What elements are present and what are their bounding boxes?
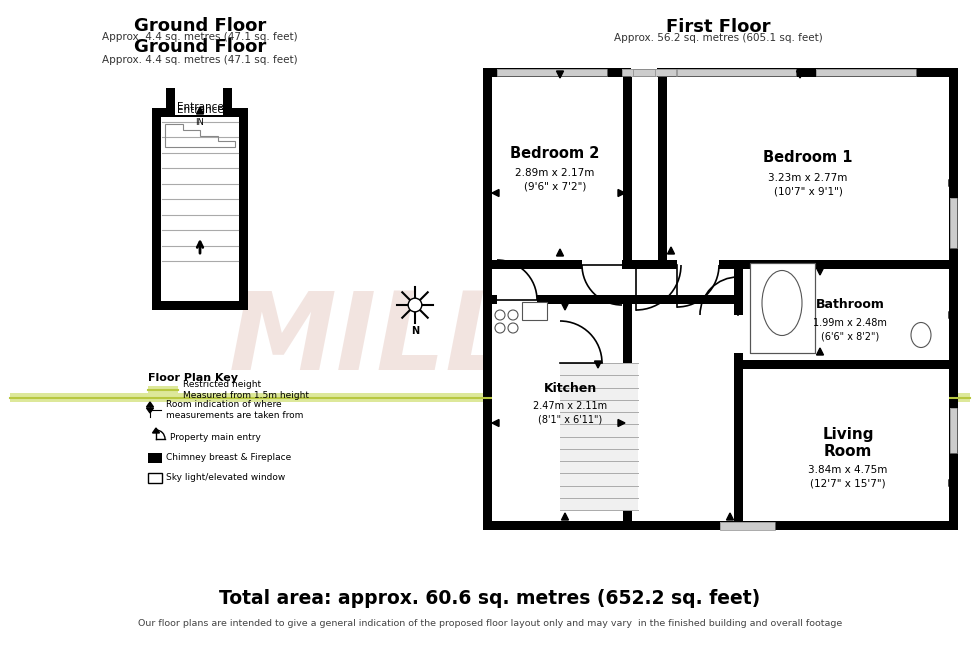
Bar xyxy=(676,69,796,76)
Text: Ground Floor: Ground Floor xyxy=(134,17,267,35)
Text: Approx. 4.4 sq. metres (47.1 sq. feet): Approx. 4.4 sq. metres (47.1 sq. feet) xyxy=(102,32,298,42)
Bar xyxy=(483,68,958,530)
Bar xyxy=(148,453,162,463)
Text: Total area: approx. 60.6 sq. metres (652.2 sq. feet): Total area: approx. 60.6 sq. metres (652… xyxy=(220,588,760,607)
Bar xyxy=(492,260,627,269)
Polygon shape xyxy=(949,180,956,187)
Bar xyxy=(175,97,223,115)
Bar xyxy=(166,88,232,115)
Bar xyxy=(734,315,744,353)
Text: Living
Room: Living Room xyxy=(822,427,874,459)
Text: Entrance: Entrance xyxy=(176,105,223,115)
Bar xyxy=(492,77,949,521)
Polygon shape xyxy=(797,71,804,78)
Bar xyxy=(175,88,223,97)
Text: IN: IN xyxy=(196,118,205,127)
Bar xyxy=(950,198,957,248)
Bar xyxy=(750,263,815,353)
Text: Bedroom 1: Bedroom 1 xyxy=(763,150,853,165)
Bar xyxy=(750,263,815,353)
Bar xyxy=(161,117,239,301)
Bar xyxy=(623,77,632,265)
Polygon shape xyxy=(562,303,568,310)
Polygon shape xyxy=(557,71,564,78)
Polygon shape xyxy=(726,513,733,520)
Polygon shape xyxy=(816,268,823,275)
Bar xyxy=(633,69,655,76)
Bar xyxy=(497,69,607,76)
Bar xyxy=(734,265,743,521)
Text: Ground Floor: Ground Floor xyxy=(134,38,267,56)
Polygon shape xyxy=(618,419,625,426)
Bar xyxy=(148,473,162,483)
Text: Bedroom 2: Bedroom 2 xyxy=(511,146,600,161)
Text: 3.23m x 2.77m
(10'7" x 9'1"): 3.23m x 2.77m (10'7" x 9'1") xyxy=(768,173,848,196)
Bar xyxy=(560,363,638,510)
Text: Approx. 4.4 sq. metres (47.1 sq. feet): Approx. 4.4 sq. metres (47.1 sq. feet) xyxy=(102,55,298,65)
Text: N: N xyxy=(411,326,419,336)
Polygon shape xyxy=(618,189,625,197)
Bar xyxy=(633,69,655,76)
Bar xyxy=(166,88,232,97)
Text: Restricted height
Measured from 1.5m height: Restricted height Measured from 1.5m hei… xyxy=(183,380,309,400)
Circle shape xyxy=(408,298,421,312)
Text: Property main entry: Property main entry xyxy=(170,432,261,441)
Text: Sky light/elevated window: Sky light/elevated window xyxy=(166,473,285,483)
Bar xyxy=(950,408,957,453)
Bar xyxy=(816,69,916,76)
Bar xyxy=(950,198,957,248)
Bar xyxy=(738,360,949,369)
Bar xyxy=(152,108,248,310)
Text: 3.84m x 4.75m
(12'7" x 15'7"): 3.84m x 4.75m (12'7" x 15'7") xyxy=(808,465,888,488)
Polygon shape xyxy=(492,189,499,197)
Text: Kitchen: Kitchen xyxy=(543,381,597,394)
Text: Bathroom: Bathroom xyxy=(815,298,884,311)
Bar xyxy=(816,69,916,76)
Polygon shape xyxy=(153,428,160,433)
Text: Chimney breast & Fireplace: Chimney breast & Fireplace xyxy=(166,453,291,462)
Bar xyxy=(622,69,677,76)
Bar xyxy=(497,294,537,304)
Bar xyxy=(631,67,657,77)
Bar xyxy=(492,295,738,304)
Text: Approx. 56.2 sq. metres (605.1 sq. feet): Approx. 56.2 sq. metres (605.1 sq. feet) xyxy=(613,33,822,43)
Bar xyxy=(10,393,970,402)
Bar xyxy=(522,302,547,320)
Text: Entrance: Entrance xyxy=(176,102,223,112)
Bar xyxy=(497,69,607,76)
Polygon shape xyxy=(562,513,568,520)
Polygon shape xyxy=(146,408,154,413)
Bar xyxy=(622,69,677,76)
Bar xyxy=(148,386,178,394)
Bar xyxy=(623,300,632,521)
Polygon shape xyxy=(146,402,154,407)
Polygon shape xyxy=(667,247,674,254)
Bar xyxy=(676,69,796,76)
Text: 1.99m x 2.48m
(6'6" x 8'2"): 1.99m x 2.48m (6'6" x 8'2") xyxy=(813,318,887,342)
Text: 2.47m x 2.11m
(8'1" x 6'11"): 2.47m x 2.11m (8'1" x 6'11") xyxy=(533,401,607,424)
Polygon shape xyxy=(595,361,602,368)
Bar xyxy=(950,408,957,453)
Text: 2.89m x 2.17m
(9'6" x 7'2"): 2.89m x 2.17m (9'6" x 7'2") xyxy=(515,168,595,191)
Polygon shape xyxy=(557,249,564,256)
Bar xyxy=(658,77,667,265)
Polygon shape xyxy=(197,107,204,114)
Polygon shape xyxy=(949,479,956,486)
Bar xyxy=(720,522,775,530)
Bar xyxy=(677,259,719,269)
Polygon shape xyxy=(949,311,956,319)
Polygon shape xyxy=(816,348,823,355)
Bar xyxy=(627,260,662,269)
Ellipse shape xyxy=(911,323,931,347)
Polygon shape xyxy=(492,419,499,426)
Text: Room indication of where
measurements are taken from: Room indication of where measurements ar… xyxy=(166,400,304,420)
Text: First Floor: First Floor xyxy=(665,18,770,36)
Text: Our floor plans are intended to give a general indication of the proposed floor : Our floor plans are intended to give a g… xyxy=(138,618,842,628)
Bar xyxy=(582,259,622,269)
Bar xyxy=(662,260,949,269)
Text: Floor Plan Key: Floor Plan Key xyxy=(148,373,238,383)
Text: MILLERS: MILLERS xyxy=(229,287,751,393)
Bar xyxy=(720,522,775,530)
